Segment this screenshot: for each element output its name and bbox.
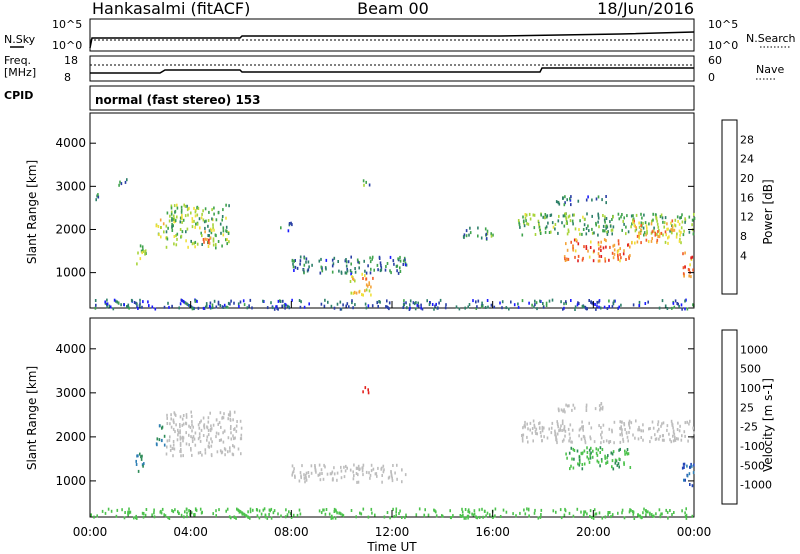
velocity-tick-label: 1000 xyxy=(740,343,768,356)
noise-tick-bottom-right: 10^0 xyxy=(708,39,738,52)
x-tick-label: 00:00 xyxy=(73,525,108,539)
cpid-label: CPID xyxy=(4,89,33,102)
nave-tick-top: 60 xyxy=(708,54,722,67)
axis-ticks: 4000 3000 2000 1000 4000 3000 2000 1000 00:00 04:… xyxy=(55,136,711,539)
power-patch-1 xyxy=(118,178,128,187)
velocity-tick-label: 500 xyxy=(740,363,761,376)
cpid-text: normal (fast stereo) 153 xyxy=(95,93,261,107)
freq-tick-top: 18 xyxy=(64,54,78,67)
power-tick-label: 20 xyxy=(740,172,754,185)
freq-tick-bottom: 8 xyxy=(64,71,71,84)
power-tick-label: 4 xyxy=(740,249,747,262)
date-title: 18/Jun/2016 xyxy=(597,0,694,18)
nave-tick-bottom: 0 xyxy=(708,71,715,84)
y-tick-label: 4000 xyxy=(55,136,86,150)
power-patch-5 xyxy=(202,230,212,245)
x-tick-label: 16:00 xyxy=(475,525,510,539)
velocity-colorbar: 1000 500 100 25 -25 -100 -500 -1000 xyxy=(721,329,772,505)
power-patch-16 xyxy=(94,298,695,311)
power-patch-6 xyxy=(280,221,293,233)
velocity-ylabel: Slant Range [km] xyxy=(25,366,39,470)
power-tick-label: 28 xyxy=(740,133,754,146)
power-colorbar: 28 24 20 16 12 8 4 xyxy=(721,119,754,295)
velocity-tick-label: -500 xyxy=(740,459,765,472)
y-tick-label: 1000 xyxy=(55,474,86,488)
velocity-colorbar-label: Velocity [m s-1] xyxy=(761,378,775,472)
power-tick-label: 24 xyxy=(740,153,754,166)
velocity-patch-1 xyxy=(155,424,166,447)
velocity-heatmap xyxy=(90,386,695,520)
noise-panel xyxy=(89,18,695,52)
noise-tick-top-left: 10^5 xyxy=(52,18,82,31)
y-tick-label: 1000 xyxy=(55,266,86,280)
velocity-tick-label: -25 xyxy=(740,421,758,434)
velocity-patch-9 xyxy=(90,507,694,520)
power-patch-0 xyxy=(95,193,100,202)
x-tick-label: 08:00 xyxy=(274,525,309,539)
velocity-patch-2 xyxy=(165,410,243,458)
velocity-patch-6 xyxy=(557,402,604,414)
power-heatmap xyxy=(94,178,696,311)
velocity-tick-label: 25 xyxy=(740,401,754,414)
power-patch-10 xyxy=(462,226,494,241)
power-patch-7 xyxy=(291,255,408,276)
power-patch-9 xyxy=(362,179,371,187)
velocity-patch-3 xyxy=(291,463,407,484)
y-tick-label: 2000 xyxy=(55,222,86,236)
power-patch-13 xyxy=(563,238,633,263)
power-ylabel: Slant Range [km] xyxy=(25,160,39,264)
velocity-patch-5 xyxy=(521,419,695,445)
x-tick-label: 04:00 xyxy=(173,525,208,539)
freq-trace xyxy=(90,67,694,74)
velocity-tick-label: -100 xyxy=(740,440,765,453)
velocity-patch-0 xyxy=(135,452,145,473)
nsky-label: N.Sky xyxy=(4,33,36,46)
power-patch-15 xyxy=(682,251,694,279)
x-axis-label: Time UT xyxy=(366,540,417,554)
x-tick-label: 20:00 xyxy=(576,525,611,539)
power-patch-14 xyxy=(631,218,682,245)
power-patch-12 xyxy=(555,195,607,207)
cpid-panel xyxy=(89,85,695,111)
noise-sky-trace xyxy=(89,31,695,49)
power-patch-4 xyxy=(165,203,230,250)
y-tick-label: 2000 xyxy=(55,430,86,444)
velocity-patch-8 xyxy=(681,462,695,488)
velocity-patch-7 xyxy=(565,446,632,471)
nsearch-label: N.Search xyxy=(746,32,796,45)
x-tick-label: 12:00 xyxy=(375,525,410,539)
y-tick-label: 3000 xyxy=(55,386,86,400)
freq-label-1: Freq. xyxy=(4,54,31,67)
freq-label-2: [MHz] xyxy=(4,66,36,79)
power-tick-label: 12 xyxy=(740,211,754,224)
noise-tick-bottom-left: 10^0 xyxy=(52,39,82,52)
power-patch-8 xyxy=(349,272,374,297)
velocity-tick-label: -1000 xyxy=(740,479,772,492)
noise-tick-top-right: 10^5 xyxy=(708,18,738,31)
power-tick-label: 8 xyxy=(740,230,747,243)
beam-title: Beam 00 xyxy=(357,0,429,18)
y-tick-label: 4000 xyxy=(55,342,86,356)
x-tick-label: 00:00 xyxy=(677,525,712,539)
power-patch-11 xyxy=(517,212,696,237)
power-tick-label: 16 xyxy=(740,191,754,204)
nave-label: Nave xyxy=(756,63,784,76)
power-panel xyxy=(89,112,695,309)
y-tick-label: 3000 xyxy=(55,179,86,193)
velocity-patch-4 xyxy=(362,386,370,395)
station-title: Hankasalmi (fitACF) xyxy=(92,0,250,18)
power-colorbar-label: Power [dB] xyxy=(761,179,775,244)
power-patch-3 xyxy=(155,218,167,240)
power-patch-2 xyxy=(136,244,147,266)
velocity-tick-label: 100 xyxy=(740,382,761,395)
